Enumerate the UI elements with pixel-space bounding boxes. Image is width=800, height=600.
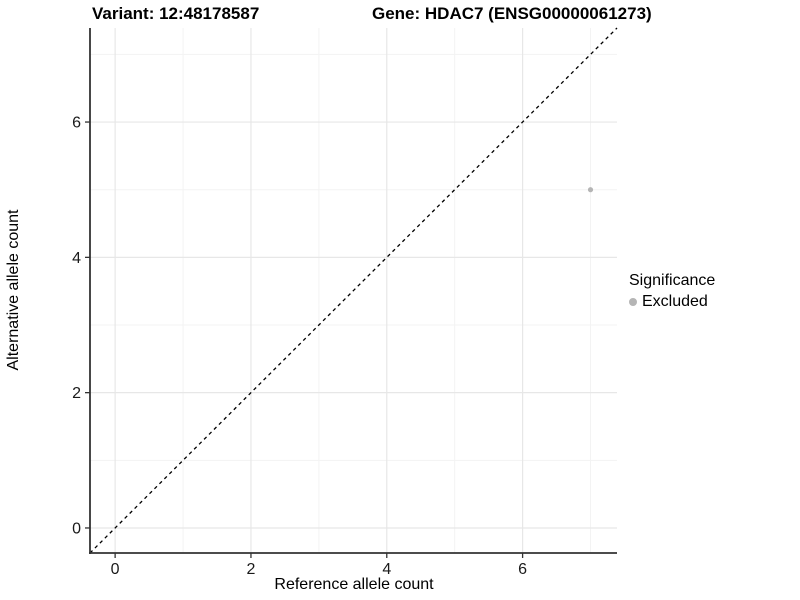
y-tick-label: 2 xyxy=(72,385,81,402)
x-tick-label: 6 xyxy=(518,561,527,578)
data-point xyxy=(587,187,594,193)
y-tick-label: 4 xyxy=(72,250,81,267)
y-tick-label: 0 xyxy=(72,520,81,537)
legend-title: Significance xyxy=(629,272,716,289)
variant-title: Variant: 12:48178587 xyxy=(92,4,260,23)
legend: Significance Excluded xyxy=(629,272,715,311)
legend-item-label: Excluded xyxy=(642,293,708,310)
x-tick-label: 4 xyxy=(382,561,391,578)
excluded-point-icon xyxy=(629,298,637,306)
y-axis-title: Alternative allele count xyxy=(5,209,22,371)
y-tick-label: 6 xyxy=(72,115,81,132)
x-tick-label: 2 xyxy=(246,561,255,578)
x-axis-title: Reference allele count xyxy=(274,576,434,593)
gene-title: Gene: HDAC7 (ENSG00000061273) xyxy=(372,4,652,23)
legend-item-excluded: Excluded xyxy=(629,293,715,311)
x-tick-label: 0 xyxy=(111,561,120,578)
identity-dashed-line xyxy=(89,27,618,554)
